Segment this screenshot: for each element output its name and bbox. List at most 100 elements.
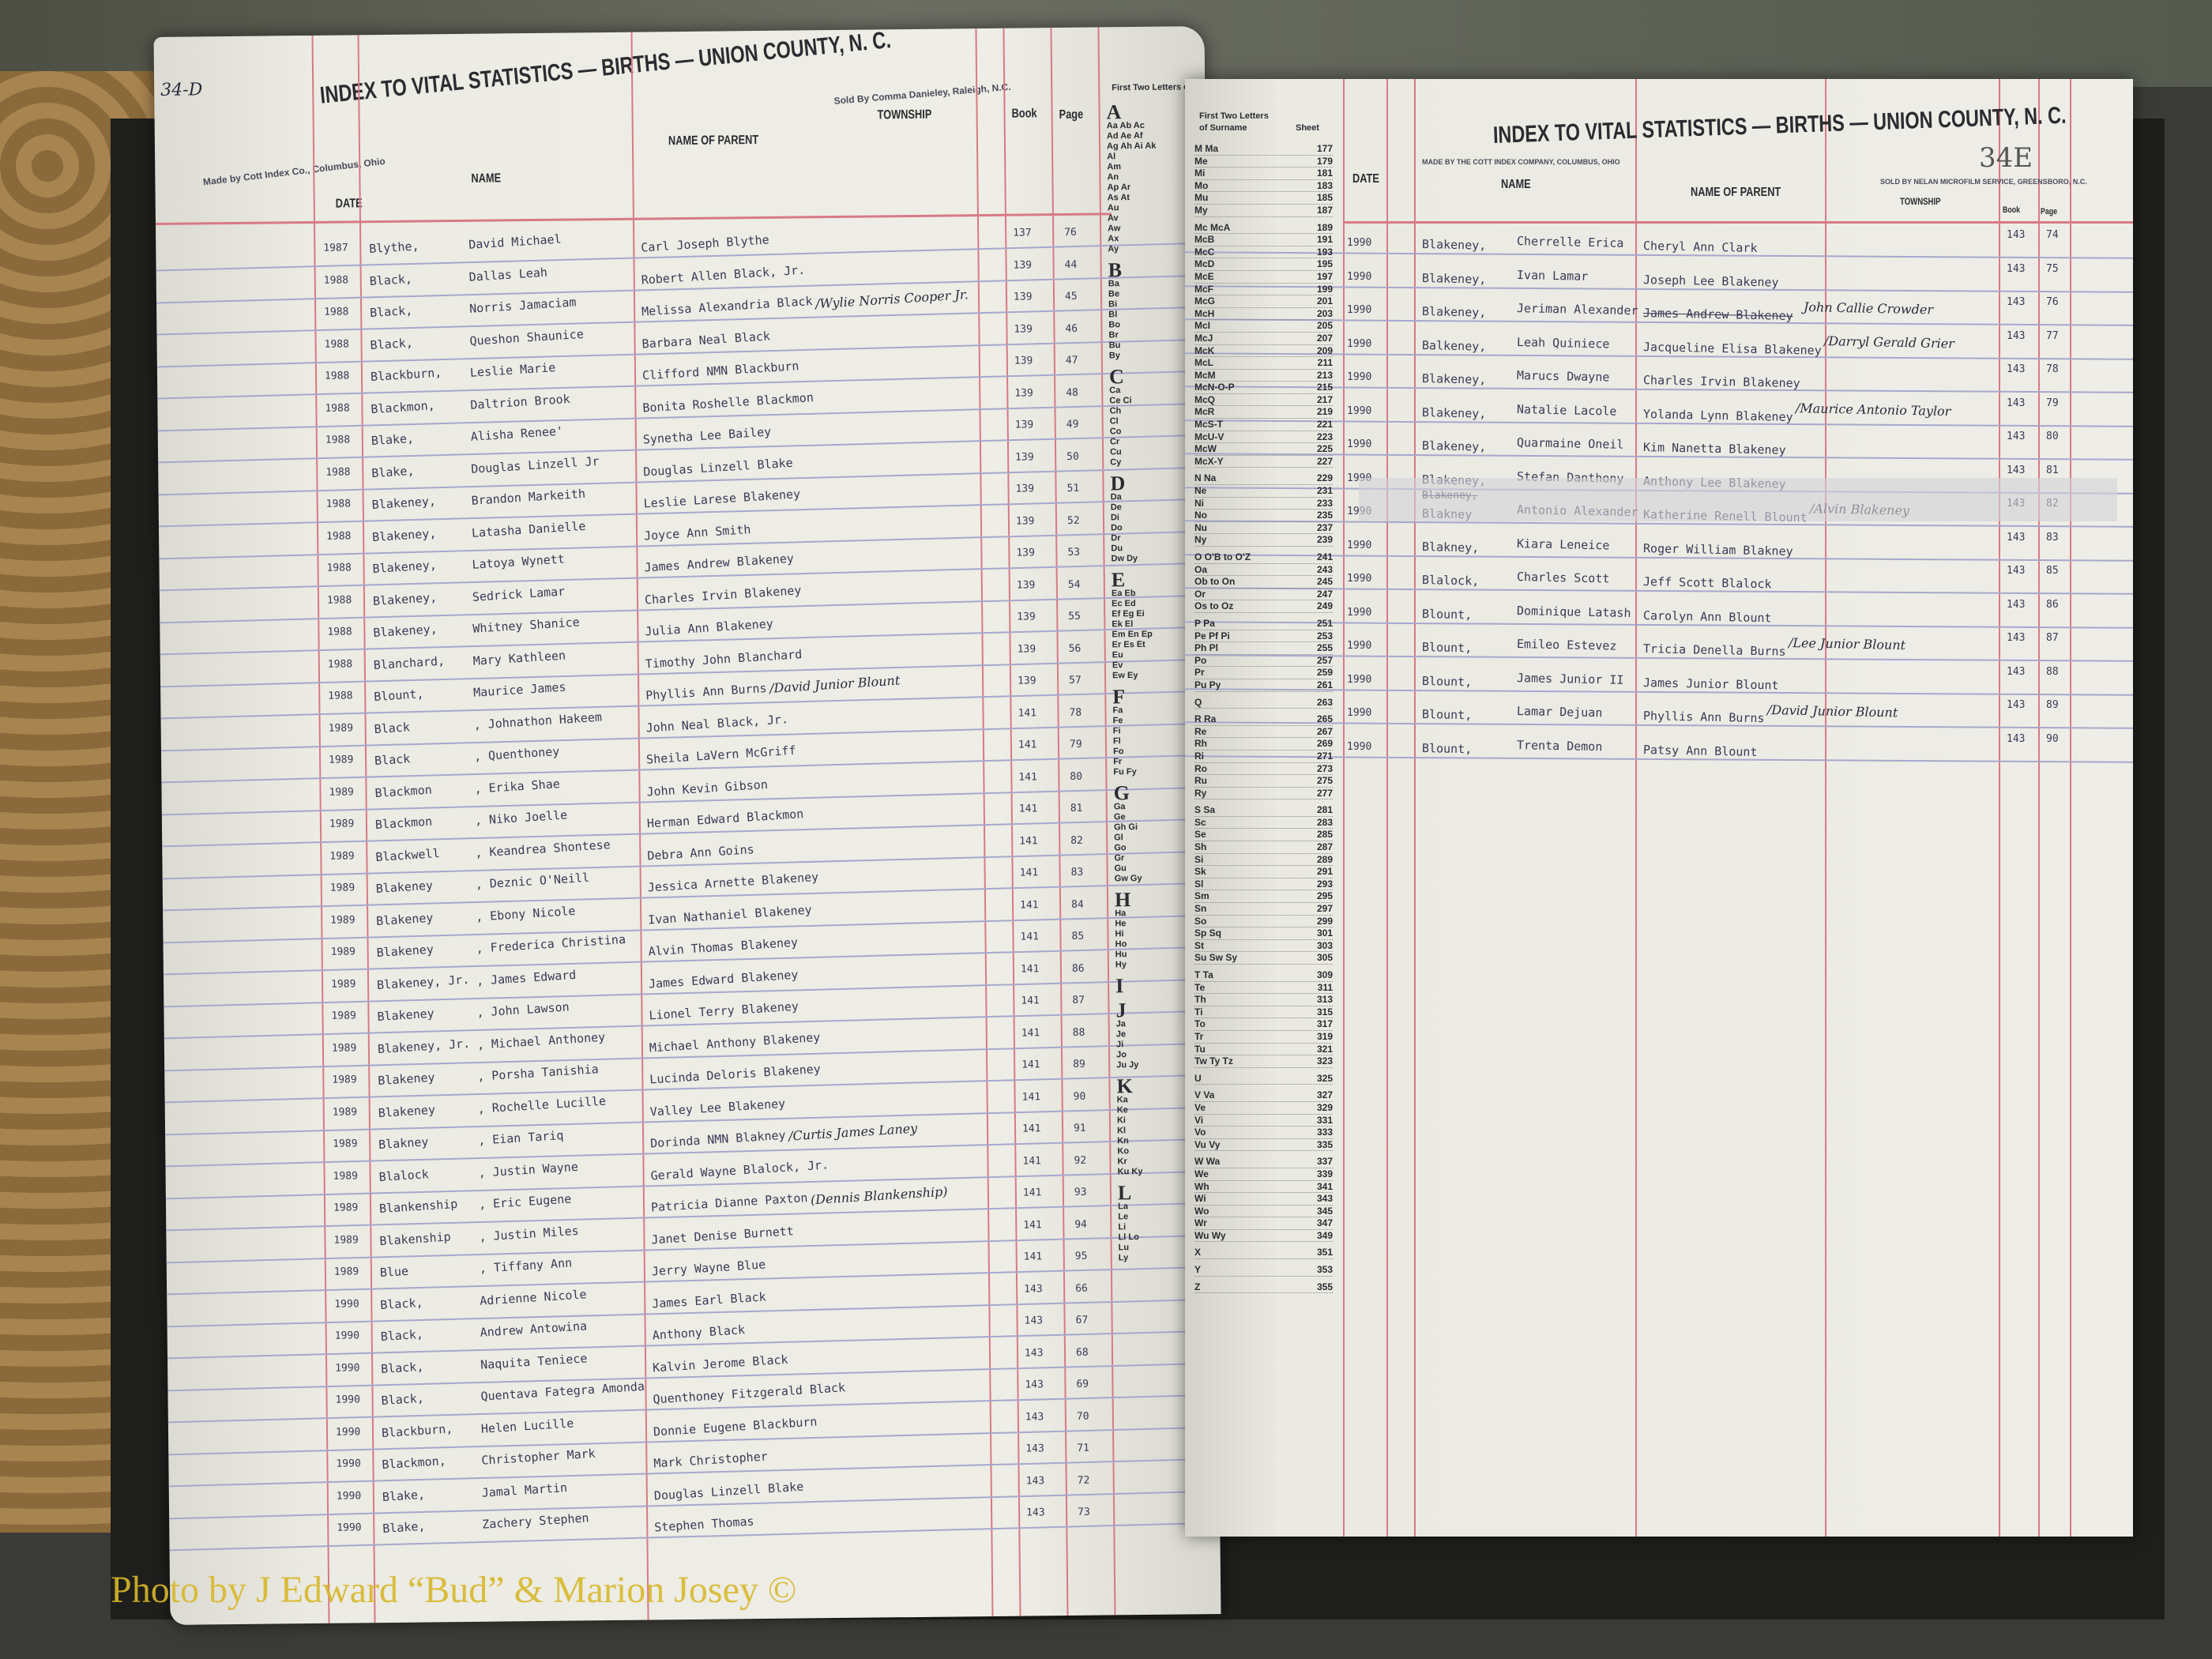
index-entry[interactable]: O O'B to O'Z 241 bbox=[1194, 551, 1333, 564]
index-entry[interactable]: R Ra 265 bbox=[1194, 713, 1333, 726]
index-entry[interactable]: Vi 331 bbox=[1194, 1115, 1333, 1127]
index-entry[interactable]: W Wa 337 bbox=[1194, 1156, 1333, 1168]
index-entry[interactable]: McQ 217 bbox=[1194, 394, 1333, 407]
index-entry[interactable]: McR 219 bbox=[1194, 406, 1333, 419]
index-entry[interactable]: Sk 291 bbox=[1194, 866, 1333, 878]
index-entry[interactable]: Sn 297 bbox=[1194, 903, 1333, 916]
index-entry[interactable]: Vu Vy 335 bbox=[1194, 1139, 1333, 1152]
index-entry[interactable]: Mo 183 bbox=[1194, 180, 1333, 193]
index-entry[interactable]: P Pa 251 bbox=[1194, 618, 1333, 630]
index-entry[interactable]: Sl 293 bbox=[1194, 878, 1333, 891]
index-entry[interactable]: Mc McA 189 bbox=[1194, 222, 1333, 235]
index-entry[interactable]: Wr 347 bbox=[1194, 1217, 1333, 1230]
index-entry[interactable]: Ve 329 bbox=[1194, 1102, 1333, 1115]
index-entry[interactable]: Th 313 bbox=[1194, 994, 1333, 1006]
index-entry[interactable]: X 351 bbox=[1194, 1247, 1333, 1260]
index-entry[interactable]: Z 355 bbox=[1194, 1281, 1333, 1294]
index-entry[interactable]: Pu Py 261 bbox=[1194, 679, 1333, 692]
index-entry[interactable]: Oa 243 bbox=[1194, 564, 1333, 577]
index-entry[interactable]: Ri 271 bbox=[1194, 750, 1333, 763]
index-entry[interactable]: Mu 185 bbox=[1194, 192, 1333, 205]
index-group[interactable]: L La Le Li Ll Lo Lu Ly bbox=[1118, 1181, 1168, 1264]
index-group[interactable]: K Ka Ke Ki Kl Kn Ko Kr Ku Ky bbox=[1116, 1074, 1167, 1178]
index-entry[interactable]: S Sa 281 bbox=[1194, 804, 1333, 817]
index-entry[interactable]: Nu 237 bbox=[1194, 522, 1333, 535]
index-entry[interactable]: McM 213 bbox=[1194, 370, 1333, 382]
index-entry[interactable]: Sm 295 bbox=[1194, 890, 1333, 904]
index-entry[interactable]: McC 193 bbox=[1194, 246, 1333, 259]
index-entry[interactable]: McN-O-P 215 bbox=[1194, 382, 1333, 394]
index-group[interactable]: D Da De Di Do Dr Du Dw Dy bbox=[1110, 472, 1160, 565]
index-entry[interactable]: Tw Ty Tz 323 bbox=[1194, 1055, 1333, 1068]
index-group[interactable]: H Ha He Hi Ho Hu Hy bbox=[1115, 888, 1164, 971]
index-entry[interactable]: McS-T 221 bbox=[1194, 419, 1333, 431]
index-entry[interactable]: So 299 bbox=[1194, 916, 1333, 928]
index-entry[interactable]: Sh 287 bbox=[1194, 841, 1333, 854]
index-entry[interactable]: V Va 327 bbox=[1194, 1089, 1333, 1102]
index-entry[interactable]: Or 247 bbox=[1194, 589, 1333, 601]
index-entry[interactable]: Re 267 bbox=[1194, 726, 1333, 739]
index-entry[interactable]: Ph Pl 255 bbox=[1194, 642, 1333, 655]
index-entry[interactable]: McX-Y 227 bbox=[1194, 456, 1333, 468]
index-entry[interactable]: No 235 bbox=[1194, 510, 1333, 522]
index-group[interactable]: F Fa Fe Fi Fl Fo Fr Fu Fy bbox=[1112, 685, 1162, 778]
index-group[interactable]: G Ga Ge Gh Gi Gl Go Gr Gu Gw Gy bbox=[1113, 781, 1164, 885]
index-group[interactable]: C Ca Ce Ci Ch Cl Co Cr Cu Cy bbox=[1109, 365, 1160, 468]
index-entry[interactable]: U 325 bbox=[1194, 1073, 1333, 1085]
index-entry[interactable]: Rh 269 bbox=[1194, 738, 1333, 750]
index-entry[interactable]: Mi 181 bbox=[1194, 167, 1333, 180]
index-entry[interactable]: Tu 321 bbox=[1194, 1044, 1333, 1056]
index-entry[interactable]: Pr 259 bbox=[1194, 667, 1333, 679]
index-entry[interactable]: Ru 275 bbox=[1194, 775, 1333, 788]
index-entry[interactable]: My 187 bbox=[1194, 205, 1333, 217]
index-entry[interactable]: Po 257 bbox=[1194, 655, 1333, 668]
index-entry[interactable]: Ry 277 bbox=[1194, 788, 1333, 800]
index-entry[interactable]: Su Sw Sy 305 bbox=[1194, 952, 1333, 965]
index-entry[interactable]: Vo 333 bbox=[1194, 1127, 1333, 1139]
index-group[interactable]: E Ea Eb Ec Ed Ef Eg Ei Ek El Em En Ep Er Es Et… bbox=[1112, 568, 1162, 682]
index-entry[interactable]: McJ 207 bbox=[1194, 333, 1333, 345]
index-entry[interactable]: Ny 239 bbox=[1194, 534, 1333, 547]
index-entry[interactable]: Wo 345 bbox=[1194, 1206, 1333, 1218]
index-entry[interactable]: Sc 283 bbox=[1194, 817, 1333, 830]
index-entry[interactable]: We 339 bbox=[1194, 1168, 1333, 1181]
index-entry[interactable]: Ne 231 bbox=[1194, 485, 1333, 498]
index-group[interactable]: B Ba Be Bi Bl Bo Br Bu By bbox=[1108, 258, 1159, 362]
index-entry[interactable]: Wu Wy 349 bbox=[1194, 1230, 1333, 1243]
index-entry[interactable]: McI 205 bbox=[1194, 320, 1333, 333]
index-group[interactable]: I bbox=[1115, 974, 1165, 997]
index-entry[interactable]: Pe Pf Pi 253 bbox=[1194, 630, 1333, 643]
index-entry[interactable]: St 303 bbox=[1194, 940, 1333, 953]
index-entry[interactable]: Q 263 bbox=[1194, 697, 1333, 709]
index-entry[interactable]: Sp Sq 301 bbox=[1194, 927, 1333, 940]
index-entry[interactable]: McE 197 bbox=[1194, 271, 1333, 284]
index-entry[interactable]: Me 179 bbox=[1194, 156, 1333, 168]
index-group[interactable]: J Ja Je Ji Jo Ju Jy bbox=[1115, 999, 1165, 1071]
index-entry[interactable]: McD 195 bbox=[1194, 258, 1333, 271]
index-group[interactable]: A Aa Ab Ac Ad Ae Af Ag Ah Ai Ak Al Am An Ap Ar A… bbox=[1106, 100, 1157, 255]
index-entry[interactable]: McB 191 bbox=[1194, 234, 1333, 246]
index-entry[interactable]: N Na 229 bbox=[1194, 472, 1333, 486]
index-entry[interactable]: Ro 273 bbox=[1194, 763, 1333, 776]
index-entry[interactable]: McW 225 bbox=[1194, 443, 1333, 456]
index-entry[interactable]: Os to Oz 249 bbox=[1194, 600, 1333, 613]
index-entry[interactable]: McL 211 bbox=[1194, 357, 1333, 370]
index-entry[interactable]: Wi 343 bbox=[1194, 1193, 1333, 1206]
index-entry[interactable]: M Ma 177 bbox=[1194, 143, 1333, 156]
index-entry[interactable]: T Ta 309 bbox=[1194, 969, 1333, 982]
index-entry[interactable]: McU-V 223 bbox=[1194, 431, 1333, 444]
index-entry[interactable]: Se 285 bbox=[1194, 829, 1333, 842]
index-entry[interactable]: McG 201 bbox=[1194, 295, 1333, 308]
index-entry[interactable]: To 317 bbox=[1194, 1018, 1333, 1031]
index-entry[interactable]: McH 203 bbox=[1194, 308, 1333, 321]
index-entry[interactable]: Wh 341 bbox=[1194, 1181, 1333, 1194]
index-entry[interactable]: McK 209 bbox=[1194, 345, 1333, 358]
index-entry[interactable]: Te 311 bbox=[1194, 982, 1333, 995]
index-entry[interactable]: Ti 315 bbox=[1194, 1006, 1333, 1019]
index-entry[interactable]: Tr 319 bbox=[1194, 1031, 1333, 1044]
index-entry[interactable]: Ob to On 245 bbox=[1194, 576, 1333, 589]
index-entry[interactable]: Si 289 bbox=[1194, 854, 1333, 867]
index-entry[interactable]: McF 199 bbox=[1194, 284, 1333, 296]
index-entry[interactable]: Ni 233 bbox=[1194, 498, 1333, 510]
index-entry[interactable]: Y 353 bbox=[1194, 1264, 1333, 1277]
